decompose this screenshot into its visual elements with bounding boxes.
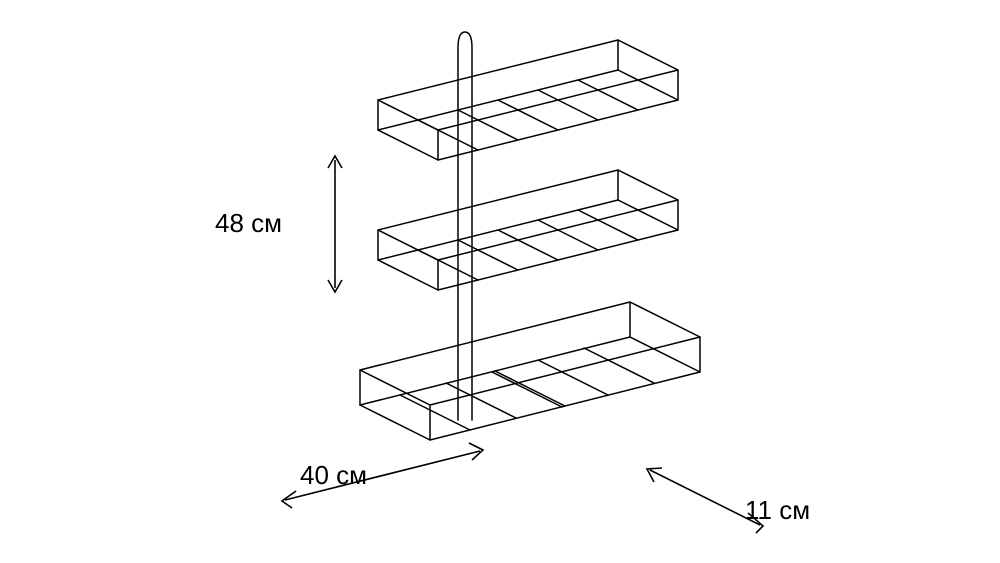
dimension-arrows	[0, 0, 1000, 563]
depth-label: 11 см	[745, 495, 810, 526]
height-label: 48 см	[215, 208, 282, 239]
depth-arrow-line	[650, 470, 760, 525]
width-label: 40 см	[300, 460, 367, 491]
diagram-stage: 48 см 40 см 11 см	[0, 0, 1000, 563]
